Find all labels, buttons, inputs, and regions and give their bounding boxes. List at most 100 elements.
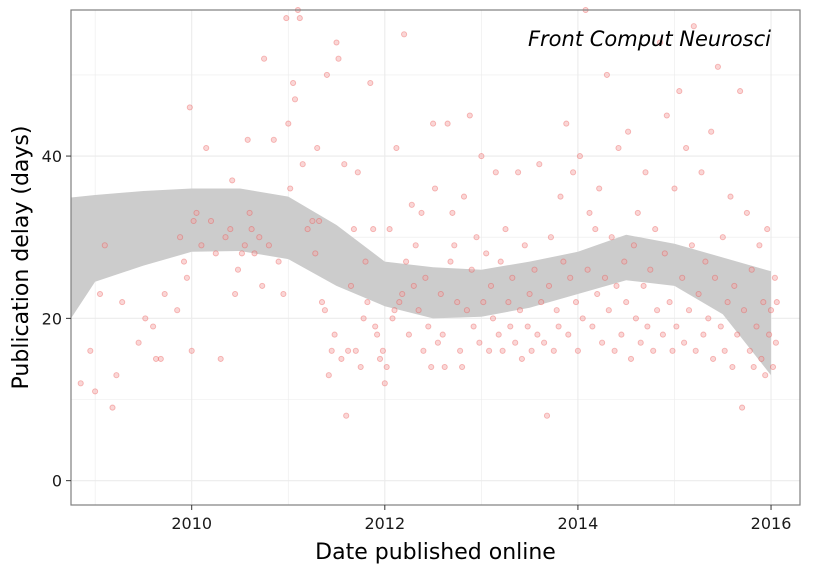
data-point bbox=[771, 274, 778, 281]
data-point bbox=[714, 63, 721, 70]
data-point bbox=[314, 144, 321, 152]
data-point bbox=[451, 242, 458, 249]
data-point bbox=[608, 234, 615, 241]
data-point bbox=[441, 363, 448, 371]
data-point bbox=[174, 307, 181, 314]
data-point bbox=[403, 258, 410, 265]
data-point bbox=[338, 355, 345, 362]
data-point bbox=[743, 209, 750, 216]
data-point bbox=[654, 307, 661, 314]
data-point bbox=[92, 388, 99, 395]
data-point bbox=[430, 120, 437, 127]
data-point bbox=[567, 274, 574, 281]
data-point bbox=[372, 323, 379, 330]
x-tick-label: 2010 bbox=[171, 514, 212, 533]
data-point bbox=[700, 331, 707, 338]
data-point bbox=[758, 355, 765, 362]
data-point bbox=[96, 290, 104, 298]
data-point bbox=[545, 282, 553, 289]
data-point bbox=[541, 339, 548, 346]
data-point bbox=[405, 331, 412, 338]
data-point bbox=[470, 323, 477, 330]
data-point bbox=[457, 347, 464, 354]
data-point bbox=[666, 299, 673, 306]
data-point bbox=[374, 331, 381, 338]
data-point bbox=[623, 299, 630, 306]
data-point bbox=[399, 290, 406, 298]
data-point bbox=[418, 209, 425, 216]
data-point bbox=[109, 404, 116, 411]
data-point bbox=[518, 355, 525, 362]
data-point bbox=[748, 266, 755, 273]
data-point bbox=[746, 347, 753, 354]
y-axis-title: Publication delay (days) bbox=[9, 126, 34, 390]
data-point bbox=[135, 339, 142, 346]
data-point bbox=[376, 355, 384, 362]
data-point bbox=[227, 226, 234, 233]
data-point bbox=[753, 323, 760, 330]
x-tick-label: 2012 bbox=[364, 514, 405, 533]
data-point bbox=[473, 234, 480, 241]
data-point bbox=[676, 88, 683, 95]
data-point bbox=[495, 331, 502, 338]
data-point bbox=[190, 217, 197, 225]
data-point bbox=[766, 331, 773, 338]
data-point bbox=[275, 258, 282, 265]
data-point bbox=[756, 242, 763, 249]
data-point bbox=[574, 347, 581, 354]
data-point bbox=[695, 290, 702, 298]
data-point bbox=[119, 299, 126, 306]
journal-annotation: Front Comput Neurosci bbox=[528, 27, 771, 51]
data-point bbox=[354, 169, 361, 176]
data-point bbox=[621, 258, 628, 265]
data-point bbox=[466, 112, 473, 119]
data-point bbox=[183, 274, 190, 281]
data-point bbox=[603, 71, 610, 78]
data-point bbox=[364, 299, 371, 306]
data-point bbox=[142, 315, 149, 322]
data-point bbox=[328, 347, 335, 354]
data-point bbox=[350, 226, 357, 233]
data-point bbox=[630, 242, 637, 249]
data-point bbox=[431, 185, 439, 192]
data-point bbox=[659, 331, 666, 338]
data-point bbox=[415, 307, 422, 314]
data-point bbox=[312, 250, 319, 257]
data-point bbox=[463, 307, 470, 314]
data-point bbox=[188, 347, 195, 354]
data-point bbox=[486, 347, 493, 354]
data-point bbox=[685, 307, 693, 314]
data-point bbox=[370, 226, 377, 233]
data-point bbox=[389, 315, 396, 322]
data-point bbox=[256, 234, 263, 241]
data-point bbox=[632, 315, 639, 322]
data-point bbox=[531, 266, 538, 273]
data-point bbox=[640, 282, 647, 289]
data-point bbox=[379, 347, 386, 354]
data-point bbox=[412, 242, 419, 249]
data-point bbox=[280, 290, 287, 298]
data-point bbox=[316, 217, 323, 225]
data-point bbox=[750, 363, 757, 371]
data-point bbox=[420, 347, 427, 354]
data-point bbox=[502, 226, 509, 233]
data-point bbox=[251, 250, 258, 257]
data-point bbox=[291, 96, 299, 103]
data-point bbox=[150, 323, 157, 330]
data-point bbox=[480, 299, 487, 306]
data-point bbox=[547, 234, 554, 241]
axis-ticks: 2010 2012 2014 2016 0 20 40 bbox=[42, 147, 792, 533]
data-point bbox=[669, 347, 676, 354]
data-point bbox=[304, 226, 311, 233]
data-point bbox=[459, 363, 466, 371]
data-point bbox=[663, 112, 670, 119]
data-point bbox=[717, 323, 724, 330]
data-point bbox=[528, 347, 535, 354]
x-tick-label: 2014 bbox=[558, 514, 599, 533]
data-point bbox=[246, 209, 253, 216]
data-point bbox=[692, 347, 699, 354]
data-point bbox=[447, 258, 454, 265]
data-point bbox=[161, 290, 168, 298]
data-point bbox=[393, 144, 400, 152]
data-point bbox=[627, 355, 635, 362]
